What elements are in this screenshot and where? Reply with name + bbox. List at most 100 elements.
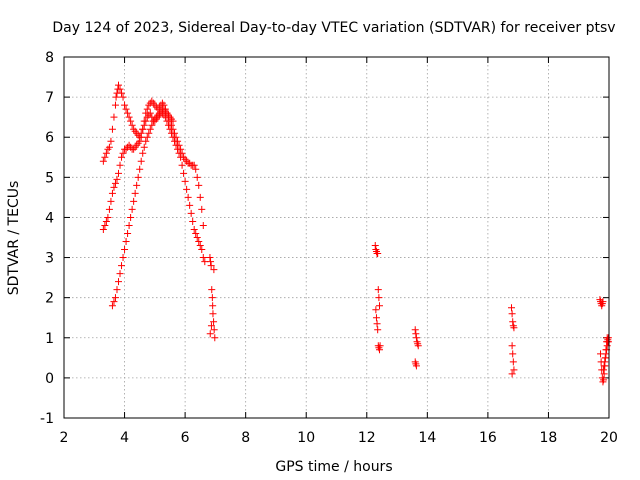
data-point bbox=[600, 370, 608, 378]
data-point bbox=[509, 358, 517, 366]
data-point bbox=[207, 322, 215, 330]
data-point bbox=[128, 205, 136, 213]
data-point bbox=[198, 205, 206, 213]
data-point bbox=[172, 141, 180, 149]
y-tick-label: 2 bbox=[45, 291, 54, 307]
series-track-g bbox=[508, 304, 518, 378]
data-point bbox=[190, 225, 198, 233]
data-point bbox=[192, 165, 200, 173]
data-point bbox=[99, 157, 107, 165]
y-axis-label: SDTVAR / TECUs bbox=[6, 181, 22, 296]
data-point bbox=[119, 254, 127, 262]
data-point bbox=[105, 205, 113, 213]
data-point bbox=[111, 101, 119, 109]
data-point bbox=[207, 262, 215, 270]
data-point bbox=[140, 143, 148, 151]
data-point bbox=[184, 193, 192, 201]
data-point bbox=[411, 326, 419, 334]
data-points bbox=[99, 81, 612, 386]
data-point bbox=[375, 294, 383, 302]
plot-frame bbox=[63, 56, 610, 419]
data-point bbox=[597, 358, 605, 366]
data-point bbox=[131, 189, 139, 197]
y-tick-label: 6 bbox=[45, 130, 54, 146]
data-point bbox=[508, 370, 516, 378]
data-point bbox=[136, 165, 144, 173]
data-point bbox=[110, 183, 118, 191]
data-point bbox=[375, 302, 383, 310]
data-point bbox=[208, 294, 216, 302]
x-tick-label: 12 bbox=[358, 430, 376, 446]
data-point bbox=[113, 286, 121, 294]
data-point bbox=[196, 193, 204, 201]
data-point bbox=[133, 181, 141, 189]
data-point bbox=[599, 298, 607, 306]
data-point bbox=[598, 366, 606, 374]
data-point bbox=[193, 234, 201, 241]
x-tick-label: 6 bbox=[181, 430, 190, 446]
data-point bbox=[180, 169, 188, 177]
data-point bbox=[143, 105, 151, 113]
data-point bbox=[178, 161, 186, 169]
data-point bbox=[374, 250, 382, 258]
data-point bbox=[199, 221, 207, 229]
data-point bbox=[119, 149, 127, 157]
data-point bbox=[108, 125, 116, 133]
data-point bbox=[118, 153, 126, 161]
data-point bbox=[195, 238, 203, 246]
grid bbox=[64, 57, 609, 418]
x-tick-label: 10 bbox=[297, 430, 315, 446]
data-point bbox=[107, 197, 115, 205]
data-point bbox=[110, 298, 118, 306]
data-point bbox=[142, 117, 150, 125]
data-point bbox=[145, 129, 153, 137]
data-point bbox=[210, 326, 218, 334]
data-point bbox=[118, 89, 126, 97]
x-tick-labels: 2 4 6 8 10 12 14 16 18 20 bbox=[60, 430, 618, 446]
data-point bbox=[508, 342, 516, 350]
y-tick-label: 1 bbox=[45, 331, 54, 347]
data-point bbox=[137, 157, 145, 165]
data-point bbox=[116, 85, 124, 93]
x-tick-label: 2 bbox=[60, 430, 69, 446]
y-tick-label: 5 bbox=[45, 170, 54, 186]
y-tick-label: 3 bbox=[45, 251, 54, 267]
data-point bbox=[104, 213, 112, 221]
data-point bbox=[187, 209, 195, 217]
data-point bbox=[510, 366, 518, 374]
series-track-f bbox=[411, 326, 422, 370]
data-point bbox=[376, 342, 384, 350]
data-point bbox=[146, 109, 154, 117]
data-point bbox=[508, 310, 516, 318]
data-point bbox=[116, 161, 124, 169]
data-point bbox=[198, 246, 206, 254]
data-point bbox=[374, 326, 382, 334]
data-point bbox=[139, 149, 147, 157]
x-tick-label: 16 bbox=[479, 430, 497, 446]
data-point bbox=[128, 121, 136, 129]
data-point bbox=[101, 153, 109, 161]
data-point bbox=[169, 133, 177, 141]
chart-title: Day 124 of 2023, Sidereal Day-to-day VTE… bbox=[52, 20, 615, 36]
y-tick-labels: -1 0 1 2 3 4 5 6 7 8 bbox=[40, 50, 54, 427]
series-track-d bbox=[206, 254, 219, 342]
data-point bbox=[111, 294, 119, 302]
data-point bbox=[206, 254, 214, 262]
series-track-b bbox=[99, 109, 209, 266]
data-point bbox=[101, 221, 109, 229]
data-point bbox=[186, 201, 194, 209]
x-tick-label: 14 bbox=[418, 430, 436, 446]
data-point bbox=[111, 179, 119, 187]
data-point bbox=[127, 213, 135, 221]
series-track-a bbox=[99, 81, 207, 229]
data-point bbox=[597, 350, 605, 358]
data-point bbox=[121, 101, 129, 109]
data-point bbox=[210, 318, 218, 326]
data-point bbox=[134, 173, 142, 181]
data-point bbox=[113, 175, 121, 183]
data-point bbox=[122, 105, 130, 113]
data-point bbox=[171, 137, 179, 145]
data-point bbox=[146, 125, 154, 133]
data-point bbox=[412, 362, 420, 370]
